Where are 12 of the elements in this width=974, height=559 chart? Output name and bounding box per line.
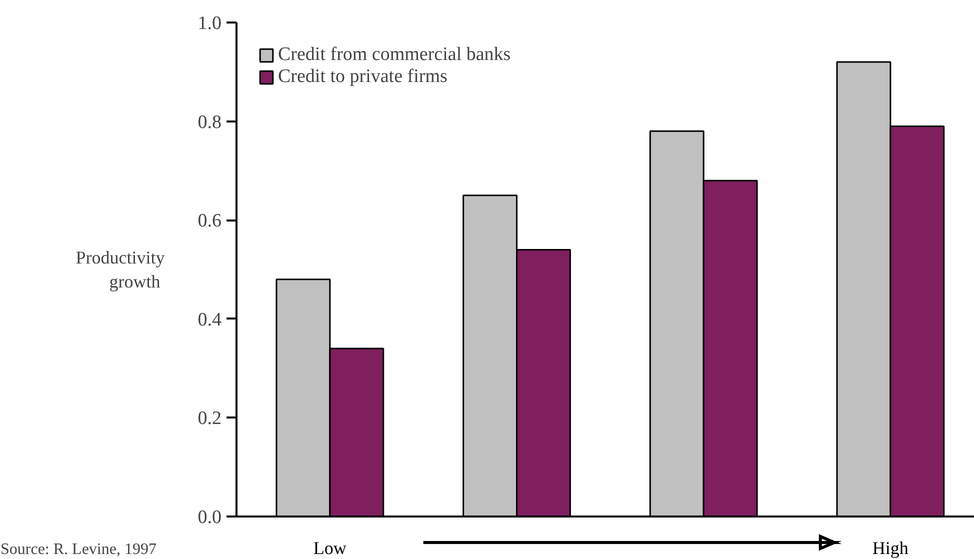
- y-tick-label: 0.2: [198, 408, 222, 430]
- y-tick-label: 1.0: [198, 13, 222, 34]
- y-tick-label: 0.8: [198, 112, 222, 133]
- source-note: Source: R. Levine, 1997: [0, 540, 156, 558]
- x-tick-label: Low: [313, 538, 346, 558]
- y-axis-title: Productivity growth: [76, 248, 165, 292]
- x-tick-label: High: [872, 538, 908, 558]
- legend-label: Credit from commercial banks: [278, 44, 511, 66]
- y-tick-label: 0.4: [198, 309, 222, 330]
- legend-label: Credit to private firms: [278, 66, 448, 88]
- y-tick-label: 0.6: [198, 210, 222, 232]
- y-tick-label: 0.0: [198, 507, 222, 528]
